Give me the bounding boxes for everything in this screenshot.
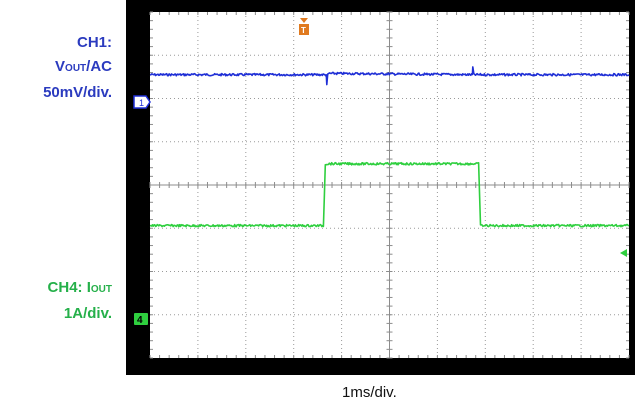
ch4-signal: CH4: IOUT: [0, 276, 112, 302]
ch1-trace: [149, 66, 630, 86]
ch4-scale: 1A/div.: [63, 305, 112, 322]
trigger-position-marker: T: [299, 18, 309, 35]
timebase-label: 1ms/div.: [342, 384, 397, 401]
ch4-signal-main: I: [86, 279, 91, 296]
ch4-signal-sub: OUT: [90, 284, 112, 295]
ch1-signal: VOUT/AC: [0, 55, 112, 81]
ch4-marker-label: 4: [137, 315, 143, 326]
ch4-trace: [149, 161, 630, 228]
ch1-signal-suffix: /AC: [86, 58, 112, 75]
scope-grid: [149, 11, 630, 359]
ch4-label: CH4: IOUT 1A/div.: [0, 276, 112, 326]
ch1-marker: 1: [133, 95, 151, 109]
ch1-scale: 50mV/div.: [43, 84, 112, 101]
ch1-signal-sub: OUT: [65, 63, 87, 74]
trigger-marker-label: T: [301, 26, 306, 35]
oscilloscope-display: 1 4 T: [126, 0, 635, 375]
ch4-marker: 4: [134, 313, 148, 326]
ch4-title: CH4:: [47, 279, 87, 296]
scope-traces: [149, 66, 630, 228]
ch1-marker-label: 1: [139, 98, 144, 108]
ch1-title: CH1:: [76, 34, 112, 51]
trigger-level-arrow: [620, 249, 627, 257]
ch1-signal-main: V: [55, 58, 66, 75]
ch1-label: CH1: VOUT/AC 50mV/div.: [0, 31, 112, 105]
